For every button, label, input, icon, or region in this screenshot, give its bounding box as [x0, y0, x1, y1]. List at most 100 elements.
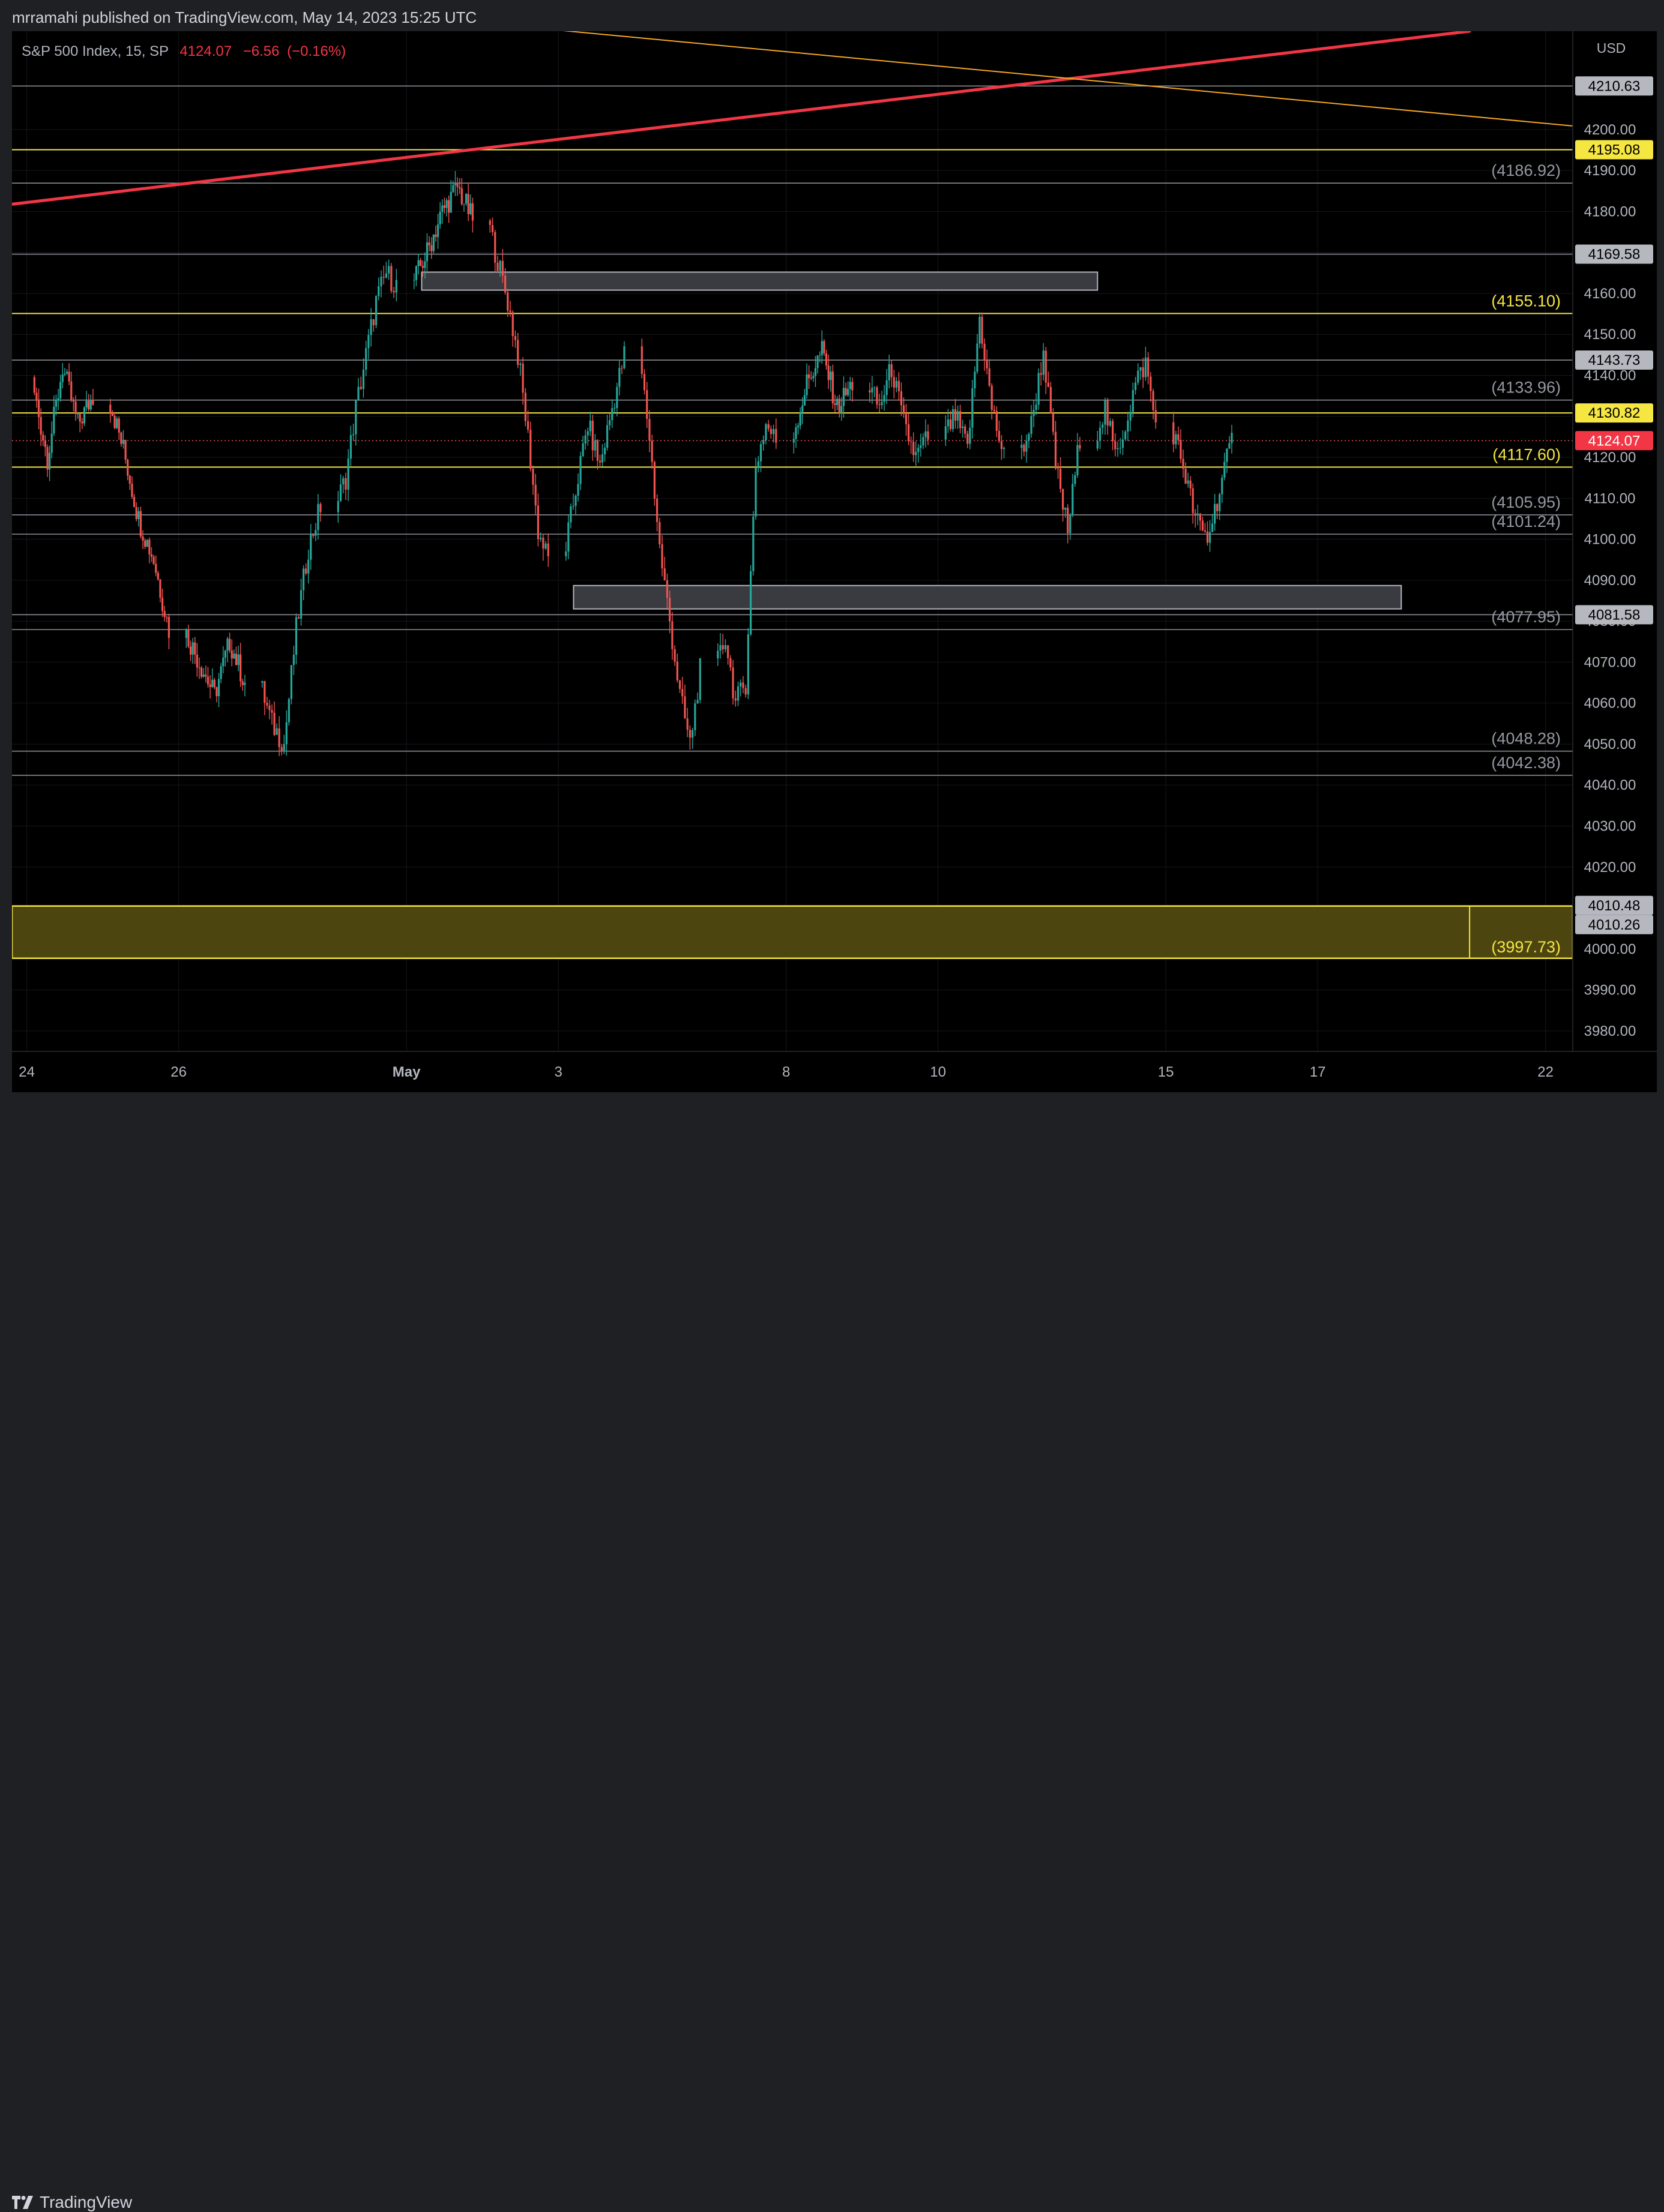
candle-body	[1072, 484, 1074, 515]
candle-body	[849, 382, 851, 389]
symbol-legend[interactable]: S&P 500 Index, 15, SP 4124.07 −6.56 (−0.…	[22, 43, 346, 60]
candle-body	[845, 388, 847, 395]
candle-body	[460, 188, 463, 205]
candle-body	[463, 203, 465, 205]
candle-body	[268, 705, 271, 711]
price-tag-label: 4010.48	[1588, 898, 1641, 914]
candle-body	[1040, 373, 1042, 375]
candle-body	[127, 460, 129, 476]
candle-body	[917, 448, 920, 452]
candle-body	[1132, 389, 1134, 412]
candle-body	[1187, 480, 1189, 484]
candle-body	[995, 410, 998, 431]
candle-body	[724, 645, 727, 650]
candle-body	[312, 533, 315, 536]
price-chart[interactable]: USD3980.003990.004000.004010.004020.0040…	[12, 31, 1657, 1092]
candle-body	[150, 554, 153, 557]
candle-body	[641, 346, 643, 374]
candle-body	[544, 543, 547, 549]
candle-body	[981, 316, 983, 344]
candle-body	[196, 654, 198, 668]
y-tick-label: 4030.00	[1584, 818, 1636, 834]
candle-body	[699, 658, 701, 700]
price-tag-label: 4081.58	[1588, 607, 1641, 623]
candle-body	[1054, 431, 1057, 469]
publisher-text: mrramahi published on TradingView.com, M…	[12, 8, 477, 26]
candle-body	[1208, 532, 1211, 543]
candle-body	[339, 484, 342, 501]
candle-body	[686, 718, 689, 730]
candle-body	[357, 386, 360, 401]
candle-body	[1002, 448, 1005, 449]
candle-body	[567, 522, 570, 551]
candle-body	[692, 730, 694, 738]
y-tick-label: 4150.00	[1584, 326, 1636, 343]
chart-frame[interactable]: USD3980.003990.004000.004010.004020.0040…	[12, 31, 1657, 1092]
candle-body	[310, 533, 312, 560]
candle-body	[233, 654, 235, 659]
candle-body	[1194, 513, 1196, 515]
candle-body	[954, 409, 957, 421]
candle-body	[842, 388, 845, 406]
x-tick-label: 15	[1158, 1064, 1174, 1080]
price-tag-label: 4010.26	[1588, 917, 1641, 933]
candle-body	[142, 536, 144, 541]
candle-body	[770, 428, 772, 434]
level-label: (4186.92)	[1491, 161, 1561, 179]
candle-body	[113, 416, 116, 428]
price-tag-box	[1575, 915, 1653, 934]
candle-body	[35, 392, 38, 401]
candle-body	[1211, 523, 1214, 532]
candle-body	[944, 426, 947, 440]
candle-body	[825, 353, 828, 366]
candle-body	[885, 380, 888, 395]
candle-body	[1025, 440, 1028, 452]
candle-body	[264, 681, 266, 703]
candle-body	[456, 183, 459, 187]
candle-body	[1147, 357, 1150, 377]
candle-body	[646, 390, 648, 419]
candle-body	[226, 639, 229, 651]
candle-body	[70, 381, 73, 401]
candle-body	[986, 360, 988, 368]
candle-body	[417, 260, 420, 266]
candle-body	[1172, 422, 1175, 445]
candle-body	[166, 617, 168, 618]
candle-body	[990, 385, 993, 410]
candle-body	[591, 420, 594, 451]
candle-body	[261, 681, 264, 683]
candle-body	[1079, 445, 1081, 449]
candle-body	[574, 496, 577, 506]
candle-body	[1045, 350, 1047, 383]
candle-body	[1000, 441, 1003, 449]
price-tag-box	[1575, 403, 1653, 423]
candle-body	[139, 511, 142, 537]
candle-body	[801, 405, 804, 412]
candle-body	[1124, 431, 1127, 440]
y-tick-label: 4140.00	[1584, 367, 1636, 383]
x-tick-label: 3	[554, 1064, 562, 1080]
zone-rectangle	[421, 271, 1099, 291]
candle-body	[1192, 488, 1194, 514]
candle-body	[42, 434, 44, 440]
candle-body	[1067, 508, 1069, 533]
candle-body	[609, 420, 611, 425]
candle-body	[161, 597, 164, 612]
candle-body	[276, 728, 278, 735]
candle-body	[1099, 427, 1102, 441]
tradingview-logo-icon	[12, 2196, 33, 2209]
candle-body	[529, 429, 532, 469]
candle-body	[964, 426, 966, 434]
candle-body	[734, 698, 737, 701]
candle-body	[1223, 461, 1226, 478]
candle-body	[893, 377, 895, 388]
candle-body	[998, 431, 1000, 442]
tradingview-logo[interactable]: TradingView	[12, 2193, 132, 2212]
price-tag-label: 4130.82	[1588, 405, 1641, 421]
candle-body	[285, 722, 288, 744]
candle-body	[57, 398, 59, 401]
candle-body	[79, 413, 81, 422]
candle-body	[205, 675, 207, 677]
candle-body	[962, 426, 964, 428]
candle-body	[76, 413, 79, 415]
